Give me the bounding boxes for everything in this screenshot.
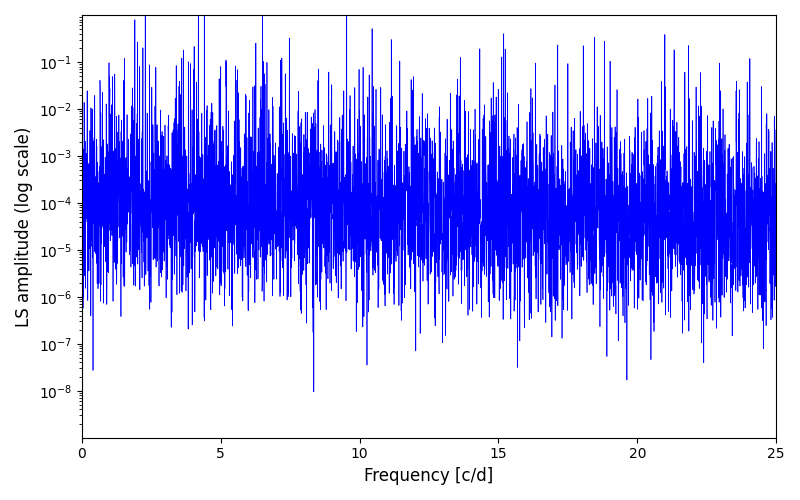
X-axis label: Frequency [c/d]: Frequency [c/d]: [364, 467, 494, 485]
Y-axis label: LS amplitude (log scale): LS amplitude (log scale): [15, 126, 33, 326]
